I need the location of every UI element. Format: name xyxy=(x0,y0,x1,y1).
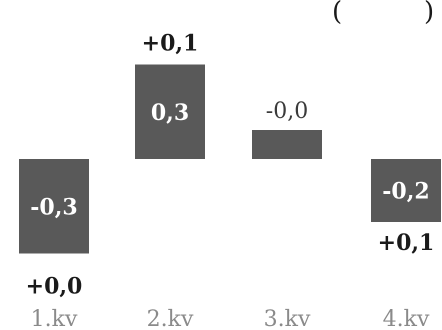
bar-4kv xyxy=(371,159,441,222)
x-tick-label-1kv: 1.kv xyxy=(31,307,78,330)
x-tick-label-2kv: 2.kv xyxy=(147,307,194,330)
delta-label-4kv: +0,1 xyxy=(378,230,435,256)
bar-2kv xyxy=(135,64,205,159)
bar-1kv xyxy=(19,159,89,254)
x-tick-label-3kv: 3.kv xyxy=(264,307,311,330)
label-group: -0,3 +0,0 1.kv 0,3 +0,1 2.kv -0,0 3.kv -0,2 +0,1 4… xyxy=(26,31,435,330)
delta-label-1kv: +0,0 xyxy=(26,274,83,300)
title-fragment-right: ) xyxy=(424,0,434,27)
bar-3kv xyxy=(252,130,322,159)
value-label-3kv: -0,0 xyxy=(266,99,308,124)
title-fragment-left: ( xyxy=(332,0,342,27)
delta-label-2kv: +0,1 xyxy=(142,31,199,57)
value-label-2kv: 0,3 xyxy=(151,100,189,126)
x-tick-label-4kv: 4.kv xyxy=(383,307,430,330)
value-label-1kv: -0,3 xyxy=(30,194,77,220)
value-label-4kv: -0,2 xyxy=(382,179,429,205)
bar-group xyxy=(19,64,441,254)
